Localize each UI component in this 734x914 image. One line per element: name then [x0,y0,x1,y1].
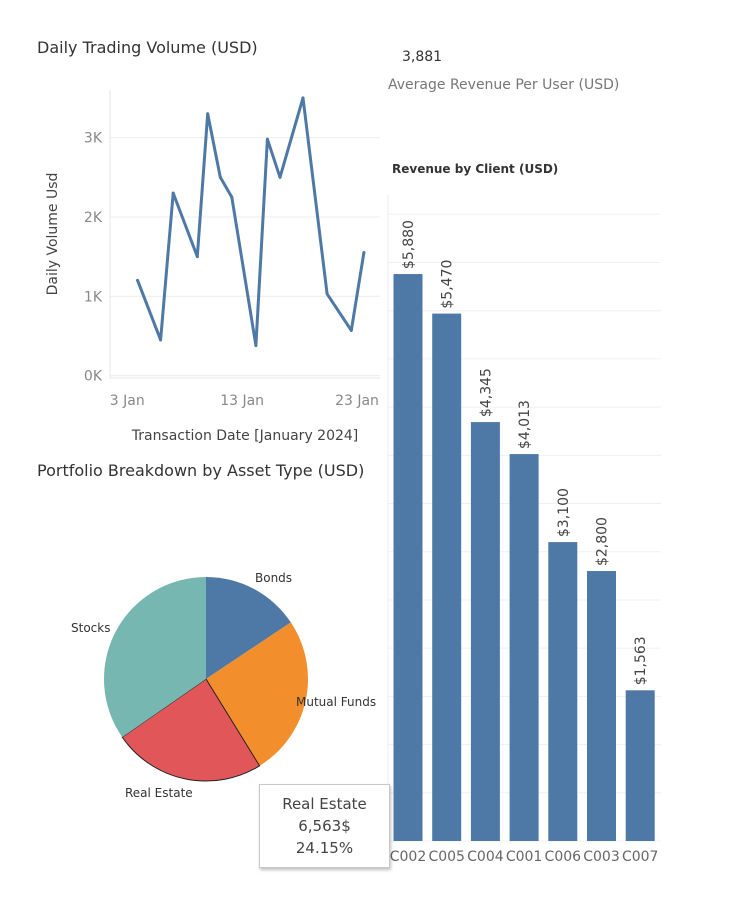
category-label: C003 [583,849,620,865]
tooltip-category: Real Estate [282,795,367,813]
category-label: C007 [622,849,659,865]
bar [432,313,462,842]
category-label: C004 [467,849,504,865]
y-tick-label: 2K [84,210,103,226]
category-label: C005 [428,849,465,865]
pie-slice-label: Stocks [71,621,110,635]
data-point [230,195,234,199]
category-label: C006 [545,849,582,865]
data-point [254,343,258,347]
data-point [136,278,140,282]
data-point [195,255,199,259]
data-point [218,175,222,179]
kpi-label: Average Revenue Per User (USD) [388,77,620,93]
series-line [136,96,366,347]
pie-slice [206,622,309,766]
bar-value-label: $2,800 [595,517,611,566]
pie-chart-title: Portfolio Breakdown by Asset Type (USD) [37,461,365,480]
data-point [278,175,282,179]
line-chart-title: Daily Trading Volume (USD) [37,38,258,57]
bar-value-label: $5,470 [440,260,456,309]
x-tick-label: 13 Jan [220,393,264,409]
y-tick-label: 1K [84,289,103,305]
y-axis-title: Daily Volume Usd [45,173,61,296]
category-label: C001 [506,849,542,865]
tooltip-value: 6,563$ [298,817,351,835]
bar [548,542,578,841]
bar-value-label: $4,013 [517,400,533,449]
x-tick-label: 3 Jan [110,393,145,409]
bar-value-label: $4,345 [478,368,494,417]
bar [393,274,423,841]
pie-tooltip: Real Estate 6,563$ 24.15% [259,784,390,868]
data-point [349,328,353,332]
pie-chart: Bonds Mutual Funds Real Estate Stocks [71,571,376,800]
data-point [265,137,269,141]
data-point [301,96,305,100]
pie-slice-label: Bonds [255,571,292,585]
data-point [206,112,210,116]
bar [587,571,616,841]
kpi-value: 3,881 [402,49,443,65]
y-tick-label: 0K [84,369,103,385]
y-tick-label: 3K [84,131,103,147]
line-chart: 0K 1K 2K 3K 3 Jan 13 Jan 23 Jan Transaction Dat… [45,90,380,444]
pie-slice [121,678,261,782]
bar-value-label: $1,563 [633,636,649,685]
x-tick-label: 23 Jan [335,393,379,409]
data-point [159,338,163,342]
pie-slice [104,577,206,738]
bar [509,454,539,841]
bar [470,422,500,841]
data-point [325,292,329,296]
pie-slice [206,577,291,679]
pie-slice-label: Real Estate [125,786,193,800]
category-label: C002 [390,849,427,865]
bar-chart: $5,880 C002 $5,470 C005 $4,345 C004 $4,013 C001… [387,195,661,865]
bar-chart-title: Revenue by Client (USD) [392,162,559,176]
tooltip-percent: 24.15% [295,839,354,857]
x-axis-title: Transaction Date [January 2024] [131,428,359,444]
bar [625,690,655,841]
data-point [171,191,175,195]
data-point [362,251,366,255]
pie-slice-label: Mutual Funds [296,695,376,709]
bar-value-label: $3,100 [556,488,572,537]
bar-value-label: $5,880 [401,220,417,269]
